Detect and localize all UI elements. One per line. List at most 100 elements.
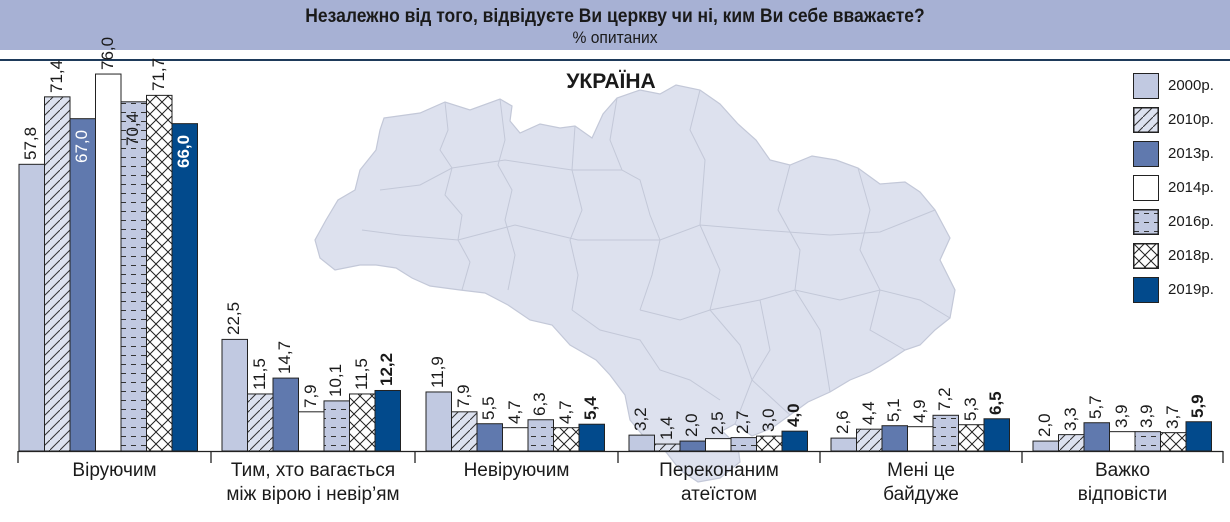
- legend-swatch-diagonal-icon: [1133, 107, 1159, 133]
- bar-2018-cat4: [958, 424, 985, 452]
- bar-value-label: 7,9: [300, 384, 320, 408]
- bar-value-label: 11,5: [351, 358, 371, 390]
- bar-2019-cat5: [1185, 421, 1212, 452]
- bar-2019-cat4: [983, 418, 1010, 452]
- bar-value-label: 6,3: [530, 392, 549, 416]
- bar-2018-cat1: [349, 393, 376, 452]
- bar-2013-cat5: [1083, 422, 1110, 452]
- bar-value-label: 5,7: [1086, 395, 1105, 419]
- bar-2010-cat5: [1058, 434, 1085, 452]
- bar-2000-cat2: [425, 391, 452, 452]
- bar-2014-cat5: [1109, 431, 1136, 452]
- bar-2016-cat5: [1134, 431, 1161, 452]
- bar-value-label: 4,0: [784, 403, 803, 428]
- bar-value-label: 3,9: [1137, 404, 1156, 428]
- bar-2019-cat0: [171, 123, 198, 452]
- bar-2010-cat0: [44, 96, 71, 452]
- bar-value-label: 5,4: [581, 396, 600, 421]
- category-label-atheists: Переконаним атеїстом: [659, 460, 779, 505]
- category-label-hesitant: Тим, хто вагається між вірою і невір’ям: [226, 460, 400, 505]
- bar-2000-cat0: [18, 163, 45, 452]
- bar-value-label: 1,4: [656, 416, 676, 441]
- bar-2016-cat0: [120, 101, 147, 452]
- legend-swatch-solid-light-icon: [1133, 73, 1159, 99]
- legend-swatch-dashes-icon: [1133, 209, 1159, 235]
- bar-2013-cat3: [679, 440, 706, 452]
- bar-2014-cat0: [95, 73, 122, 452]
- bar-2010-cat1: [247, 393, 274, 452]
- bar-value-label: 2,0: [682, 413, 701, 438]
- bar-value-label: 14,7: [275, 340, 294, 375]
- bar-2000-cat5: [1032, 440, 1059, 452]
- bar-2018-cat0: [146, 94, 173, 452]
- bar-2000-cat4: [830, 437, 857, 452]
- bar-2010-cat4: [856, 428, 883, 452]
- bar-value-label: 4,7: [555, 400, 575, 424]
- bar-2019-cat1: [374, 389, 401, 452]
- bar-2010-cat3: [654, 443, 681, 452]
- bar-value-label: 4,7: [504, 400, 524, 424]
- bar-value-label: 11,5: [249, 358, 269, 390]
- bar-2014-cat1: [298, 411, 325, 452]
- bar-2013-cat0: [69, 118, 96, 452]
- bar-value-label: 10,1: [326, 363, 345, 397]
- bar-2010-cat2: [451, 411, 478, 452]
- bar-2013-cat1: [272, 377, 299, 452]
- bar-value-label: 66,0: [174, 134, 193, 168]
- bar-value-label: 3,3: [1060, 406, 1080, 431]
- chart-title: Незалежно від того, відвідуєте Ви церкву…: [305, 6, 925, 27]
- bar-value-label: 11,9: [428, 356, 447, 388]
- bar-value-label: 5,1: [884, 398, 903, 422]
- bar-value-label: 6,5: [986, 391, 1005, 415]
- bar-value-label: 5,5: [479, 396, 498, 420]
- bar-value-label: 3,7: [1162, 405, 1182, 429]
- bar-2000-cat3: [628, 434, 655, 452]
- bar-2014-cat3: [705, 438, 732, 452]
- bar-2016-cat2: [527, 419, 554, 452]
- bar-value-label: 4,9: [909, 399, 929, 423]
- bar-2016-cat1: [323, 400, 350, 452]
- bar-value-label: 5,3: [960, 397, 980, 421]
- bar-value-label: 3,9: [1111, 404, 1131, 428]
- bar-2014-cat2: [502, 427, 529, 452]
- bar-2013-cat4: [881, 425, 908, 452]
- bar-2018-cat5: [1160, 432, 1187, 452]
- category-label-hard-to-say: Важко відповісти: [1077, 460, 1168, 505]
- chart-header: Незалежно від того, відвідуєте Ви церкву…: [0, 0, 1230, 50]
- category-label-believers: Віруючим: [72, 460, 157, 481]
- bar-value-label: 7,9: [453, 384, 473, 408]
- bar-value-label: 70,4: [123, 112, 142, 146]
- bar-value-label: 67,0: [72, 129, 91, 163]
- legend-swatch-white-icon: [1133, 175, 1159, 201]
- bar-value-label: 3,2: [631, 407, 650, 432]
- chart-subtitle: % опитаних: [572, 28, 658, 47]
- legend-swatch-crosshatch-icon: [1133, 243, 1159, 269]
- bar-value-label: 57,8: [21, 127, 40, 161]
- bar-2019-cat3: [781, 430, 808, 452]
- bar-value-label: 76,0: [97, 36, 117, 71]
- bar-value-label: 12,2: [377, 353, 396, 387]
- category-label-nonbelievers: Невіруючим: [463, 460, 570, 481]
- bar-2018-cat2: [553, 427, 580, 452]
- bar-2016-cat4: [932, 414, 959, 452]
- legend-swatch-solid-mid-icon: [1133, 141, 1159, 167]
- bar-value-label: 71,7: [148, 58, 168, 92]
- bar-value-label: 2,5: [707, 410, 727, 435]
- category-label-indifferent: Мені це байдуже: [883, 460, 959, 505]
- bar-value-label: 2,6: [833, 410, 852, 435]
- bar-value-label: 7,2: [935, 387, 954, 412]
- bar-2016-cat3: [730, 437, 757, 452]
- bar-value-label: 5,9: [1188, 394, 1207, 418]
- bar-2013-cat2: [476, 423, 503, 452]
- bar-value-label: 3,0: [758, 408, 778, 433]
- bar-2019-cat2: [578, 423, 605, 452]
- bar-2018-cat3: [756, 435, 783, 452]
- bar-value-label: 22,5: [224, 302, 243, 336]
- bar-2000-cat1: [221, 338, 248, 452]
- bar-value-label: 2,7: [733, 409, 752, 434]
- bar-value-label: 2,0: [1035, 413, 1054, 438]
- bar-value-label: 71,4: [46, 59, 66, 93]
- map-title: УКРАЇНА: [566, 70, 656, 93]
